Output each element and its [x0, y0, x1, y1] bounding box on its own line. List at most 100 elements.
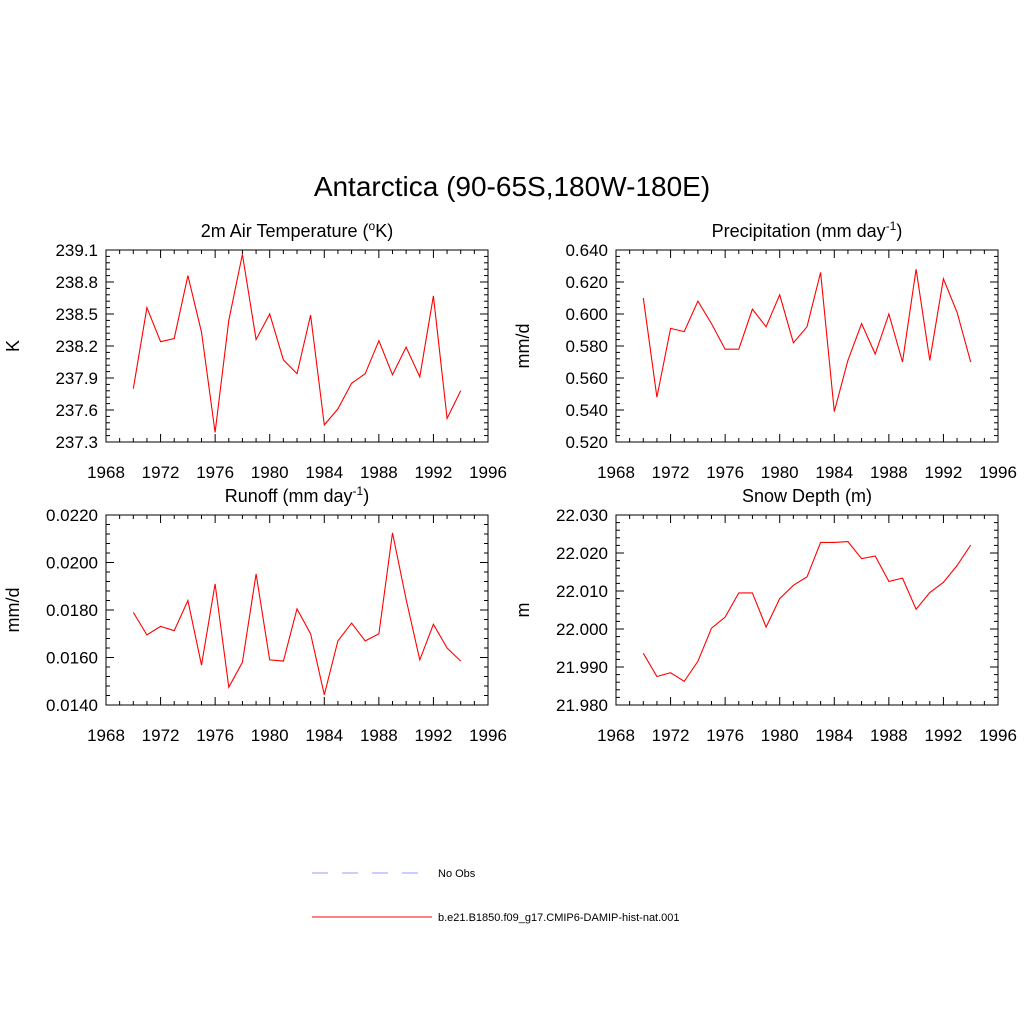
- panel-title-text: Snow Depth (m): [742, 486, 872, 506]
- data-point: [888, 581, 889, 582]
- data-point: [242, 254, 243, 255]
- data-point: [133, 388, 134, 389]
- panel-title-superscript: -1: [886, 219, 897, 233]
- panel-title: 2m Air Temperature (oK): [201, 219, 393, 241]
- y-tick-label: 238.5: [55, 305, 98, 324]
- x-tick-label: 1976: [706, 463, 744, 482]
- x-tick-label: 1968: [87, 463, 125, 482]
- y-tick-label: 0.600: [565, 305, 608, 324]
- chart-panel-3: Runoff (mm day-1) 1968 1972 1976 1980 1984 198…: [3, 484, 507, 745]
- x-tick-label: 1968: [597, 726, 635, 745]
- data-point: [725, 617, 726, 618]
- data-point: [929, 592, 930, 593]
- y-axis-label: m: [513, 603, 533, 618]
- x-tick-label: 1980: [251, 463, 289, 482]
- data-point: [310, 314, 311, 315]
- data-point: [752, 592, 753, 593]
- data-point: [834, 411, 835, 412]
- chart-panel-4: Snow Depth (m) 1968 1972 1976 1980 1984 1988 19…: [513, 486, 1017, 745]
- data-point: [378, 633, 379, 634]
- data-point: [656, 397, 657, 398]
- y-axis-label: K: [3, 340, 23, 352]
- data-point: [215, 583, 216, 584]
- y-tick-label: 0.540: [565, 401, 608, 420]
- y-axis-label: mm/d: [513, 324, 533, 369]
- x-tick-label: 1988: [870, 463, 908, 482]
- data-point: [269, 313, 270, 314]
- panel-title: Runoff (mm day-1): [225, 484, 369, 506]
- data-point: [337, 640, 338, 641]
- data-point: [337, 408, 338, 409]
- data-point: [765, 627, 766, 628]
- panel-title-superscript: -1: [353, 484, 364, 498]
- data-point: [296, 373, 297, 374]
- data-point: [738, 592, 739, 593]
- data-point: [283, 660, 284, 661]
- x-tick-label: 1984: [305, 726, 343, 745]
- data-point: [970, 544, 971, 545]
- y-tick-label: 0.560: [565, 369, 608, 388]
- data-point: [392, 532, 393, 533]
- plot-frame: [615, 249, 999, 443]
- y-tick-label: 0.0200: [46, 554, 98, 573]
- data-point: [697, 301, 698, 302]
- panel-title-text: 2m Air Temperature (: [201, 221, 369, 241]
- y-tick-label: 239.1: [55, 241, 98, 260]
- y-tick-label: 0.0180: [46, 601, 98, 620]
- plot-frame: [105, 249, 489, 443]
- chart-panel-1: 2m Air Temperature (oK) 1968 1972 1976 1980 1…: [3, 219, 507, 482]
- data-point: [684, 331, 685, 332]
- x-tick-label: 1972: [142, 463, 180, 482]
- y-tick-label: 237.3: [55, 433, 98, 452]
- x-tick-label: 1968: [87, 726, 125, 745]
- x-tick-label: 1988: [360, 726, 398, 745]
- chart-panels: 2m Air Temperature (oK) 1968 1972 1976 1980 1…: [3, 219, 1017, 745]
- x-tick-label: 1976: [706, 726, 744, 745]
- data-point: [711, 628, 712, 629]
- data-point: [779, 294, 780, 295]
- data-point: [160, 626, 161, 627]
- x-tick-label: 1976: [196, 463, 234, 482]
- data-point: [888, 313, 889, 314]
- x-tick-label: 1996: [979, 463, 1017, 482]
- data-point: [187, 600, 188, 601]
- panel-title-text: Precipitation (mm day: [712, 221, 886, 241]
- x-tick-label: 1984: [815, 463, 853, 482]
- series-line-1: [132, 532, 462, 695]
- panel-title-text: Runoff (mm day: [225, 486, 353, 506]
- data-point: [242, 662, 243, 663]
- data-point: [861, 323, 862, 324]
- y-tick-label: 22.000: [556, 620, 608, 639]
- data-point: [684, 681, 685, 682]
- data-point: [943, 582, 944, 583]
- data-point: [351, 383, 352, 384]
- data-point: [460, 660, 461, 661]
- data-point: [725, 349, 726, 350]
- y-tick-label: 21.980: [556, 696, 608, 715]
- y-tick-label: 22.010: [556, 582, 608, 601]
- data-point: [160, 341, 161, 342]
- panel-title-superscript: o: [369, 219, 376, 233]
- data-point: [392, 374, 393, 375]
- data-point: [820, 272, 821, 273]
- data-point: [228, 687, 229, 688]
- y-tick-label: 22.020: [556, 544, 608, 563]
- x-tick-label: 1984: [305, 463, 343, 482]
- x-tick-label: 1996: [979, 726, 1017, 745]
- y-tick-label: 238.8: [55, 273, 98, 292]
- x-tick-label: 1972: [652, 463, 690, 482]
- data-point: [793, 585, 794, 586]
- data-point: [779, 598, 780, 599]
- series-line-1: [642, 541, 972, 683]
- x-tick-label: 1992: [925, 463, 963, 482]
- y-tick-label: 0.580: [565, 337, 608, 356]
- data-point: [146, 307, 147, 308]
- y-axis-label: mm/d: [3, 588, 23, 633]
- data-point: [956, 565, 957, 566]
- data-point: [324, 424, 325, 425]
- data-point: [146, 634, 147, 635]
- x-tick-label: 1992: [415, 463, 453, 482]
- data-point: [228, 320, 229, 321]
- data-point: [187, 275, 188, 276]
